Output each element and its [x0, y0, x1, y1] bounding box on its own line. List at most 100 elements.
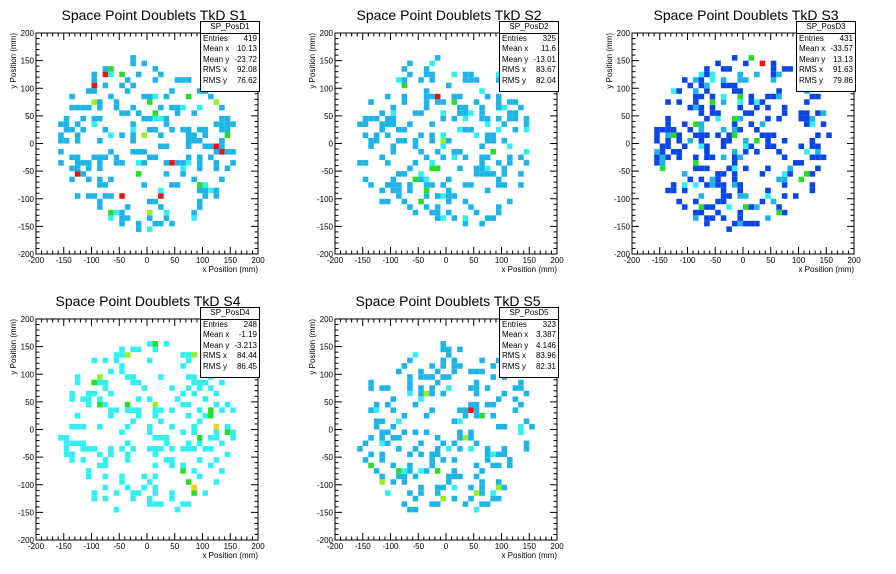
heatmap-bin	[473, 209, 480, 216]
x-tick-label: 150	[523, 256, 537, 265]
heatmap-bin	[704, 88, 710, 94]
heatmap-bin	[208, 154, 214, 161]
heatmap-bin	[180, 165, 186, 172]
heatmap-bin	[418, 198, 424, 205]
y-tick-label: -100	[614, 195, 631, 204]
heatmap-bin	[384, 160, 391, 166]
heatmap-bin	[484, 457, 491, 463]
heatmap-bin	[191, 423, 197, 430]
heatmap-bin	[490, 412, 496, 419]
heatmap-bin	[362, 440, 369, 447]
heatmap-bin	[804, 115, 810, 122]
heatmap-bin	[737, 115, 743, 122]
heatmap-bin	[748, 93, 755, 100]
x-tick-label: 150	[224, 542, 238, 551]
heatmap-bin	[74, 171, 81, 177]
y-tick-label: 0	[329, 426, 334, 435]
heatmap-bin	[180, 352, 186, 358]
heatmap-bin	[479, 468, 485, 474]
heatmap-bin	[434, 193, 441, 199]
heatmap-bin	[379, 435, 385, 441]
heatmap-bin	[490, 401, 496, 408]
heatmap-bin	[102, 457, 109, 463]
heatmap-bin	[820, 154, 827, 161]
heatmap-bin	[85, 396, 92, 402]
heatmap-bin	[130, 137, 136, 144]
heatmap-bin	[407, 379, 413, 386]
heatmap-bin	[654, 149, 660, 155]
heatmap-bin	[479, 143, 485, 150]
heatmap-bin	[479, 160, 485, 166]
heatmap-bin	[781, 104, 788, 111]
heatmap-bin	[119, 160, 125, 166]
heatmap-bin	[798, 143, 805, 150]
heatmap-bin	[473, 440, 480, 447]
heatmap-bin	[468, 435, 474, 441]
heatmap-bin	[80, 115, 86, 122]
y-tick-label: -100	[18, 195, 35, 204]
heatmap-bin	[202, 132, 209, 138]
x-tick-label: -200	[327, 542, 344, 551]
heatmap-bin	[468, 407, 474, 413]
heatmap-bin	[379, 126, 385, 133]
stats-histogram-name: SP_PosD2	[500, 22, 558, 34]
tick-marks	[334, 32, 558, 255]
heatmap-bin	[196, 204, 203, 210]
heatmap-bin	[379, 385, 385, 391]
heatmap-bin	[457, 429, 463, 436]
stats-row: Entries 325	[500, 34, 558, 45]
heatmap-bin	[451, 154, 458, 161]
heatmap-bin	[507, 154, 513, 161]
heatmap-bin	[440, 115, 446, 122]
heatmap-bin	[108, 209, 114, 216]
heatmap-bin	[213, 479, 220, 485]
heatmap-bin	[191, 379, 197, 386]
heatmap-bin	[484, 115, 491, 122]
heatmap-plot: -200 -150 -100 -50 0 50 100 150 200 -200 -150 -100 -…	[9, 29, 265, 274]
y-tick-label: 0	[626, 140, 631, 149]
heatmap-bin	[804, 121, 810, 127]
heatmap-bin	[91, 77, 98, 83]
heatmap-bin	[446, 82, 452, 89]
stats-value: 3.387	[535, 330, 556, 340]
heatmap-bin	[208, 412, 214, 419]
heatmap-bin	[809, 137, 816, 144]
stats-row: Mean y -13.01	[500, 55, 558, 66]
x-tick-label: 100	[495, 542, 509, 551]
x-tick-label: -200	[28, 256, 45, 265]
heatmap-bin	[715, 60, 721, 67]
heatmap-bin	[69, 165, 75, 172]
heatmap-bin	[58, 137, 64, 144]
heatmap-bin	[119, 352, 125, 358]
heatmap-bin	[665, 143, 671, 150]
heatmap-bin	[440, 193, 446, 199]
heatmap-bin	[440, 440, 446, 447]
heatmap-bin	[479, 171, 485, 177]
heatmap-bin	[230, 407, 236, 413]
heatmap-bin	[737, 71, 743, 78]
heatmap-bin	[468, 368, 474, 375]
heatmap-bin	[185, 440, 192, 447]
heatmap-bin	[196, 160, 203, 166]
heatmap-bin	[401, 412, 408, 419]
heatmap-bin	[484, 165, 491, 172]
heatmap-bin	[208, 385, 214, 391]
heatmap-bin	[770, 132, 777, 138]
heatmap-bin	[418, 440, 424, 447]
heatmap-bin	[230, 435, 236, 441]
heatmap-bin	[462, 501, 469, 507]
heatmap-bin	[490, 490, 496, 496]
y-axis-label: y Position (mm)	[308, 33, 317, 89]
heatmap-bin	[457, 93, 463, 100]
heatmap-bin	[670, 187, 677, 194]
x-tick-label: 200	[550, 256, 564, 265]
heatmap-bin	[130, 495, 136, 502]
heatmap-bin	[180, 429, 186, 436]
heatmap-bin	[396, 446, 402, 452]
heatmap-bin	[776, 209, 782, 216]
x-axis-label: x Position (mm)	[798, 265, 854, 274]
x-tick-label: 0	[444, 542, 449, 551]
heatmap-bin	[102, 484, 109, 491]
heatmap-bin	[85, 401, 92, 408]
heatmap-bin	[484, 121, 491, 127]
